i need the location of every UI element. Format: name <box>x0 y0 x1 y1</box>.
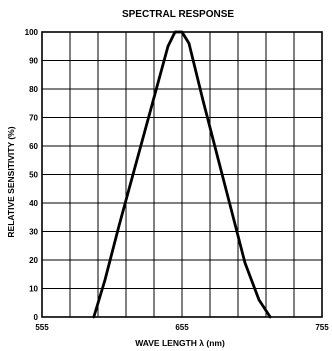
y-tick-label: 80 <box>29 85 38 94</box>
y-tick-label: 70 <box>29 114 38 123</box>
x-axis-label: WAVE LENGTH λ (nm) <box>135 338 225 348</box>
y-tick-label: 0 <box>34 313 39 322</box>
y-tick-label: 50 <box>29 171 38 180</box>
y-axis-ticks: 0 10 20 30 40 50 60 70 80 90 100 <box>25 28 39 322</box>
y-tick-label: 10 <box>29 285 38 294</box>
chart-title: SPECTRAL RESPONSE <box>122 9 234 20</box>
y-tick-label: 60 <box>29 142 38 151</box>
x-axis-ticks: 555 655 755 <box>35 323 329 332</box>
y-axis-label: RELATIVE SENSITIVITY (%) <box>6 126 16 237</box>
grid <box>42 32 322 317</box>
series-line <box>92 30 272 319</box>
x-tick-label: 655 <box>175 323 189 332</box>
x-tick-label: 755 <box>315 323 329 332</box>
y-tick-label: 40 <box>29 199 38 208</box>
x-tick-label: 555 <box>35 323 49 332</box>
y-tick-label: 30 <box>29 228 38 237</box>
y-tick-label: 20 <box>29 256 38 265</box>
y-tick-label: 90 <box>29 57 38 66</box>
y-tick-label: 100 <box>25 28 39 37</box>
